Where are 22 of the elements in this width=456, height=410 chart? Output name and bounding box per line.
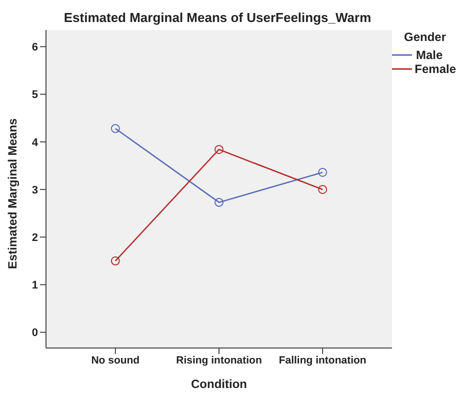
point <box>214 198 224 207</box>
legend-title: Gender <box>403 30 448 44</box>
point <box>110 124 120 134</box>
y-axis-title: Estimated Marginal Means <box>5 118 20 269</box>
point <box>318 168 328 177</box>
point <box>318 184 328 194</box>
x-tick-label: Rising intonation <box>176 354 262 366</box>
y-tick-label: 1 <box>32 280 38 292</box>
y-tick-label: 3 <box>32 184 38 196</box>
chart-title: Estimated Marginal Means of UserFeelings_Warm <box>62 10 372 25</box>
y-tick-label: 4 <box>32 136 39 149</box>
y-tick-label: 2 <box>32 232 38 244</box>
y-tick-label: 0 <box>32 327 38 340</box>
x-tick-label: No sound <box>91 354 140 366</box>
x-tick-label: Falling intonation <box>278 354 366 366</box>
point <box>214 144 224 154</box>
y-tick-label: 6 <box>32 42 38 54</box>
legend-label: Female <box>414 62 456 76</box>
legend-label: Male <box>416 48 443 62</box>
x-axis-title: Condition <box>191 377 247 391</box>
point <box>110 256 120 266</box>
y-tick-label: 5 <box>32 89 38 102</box>
